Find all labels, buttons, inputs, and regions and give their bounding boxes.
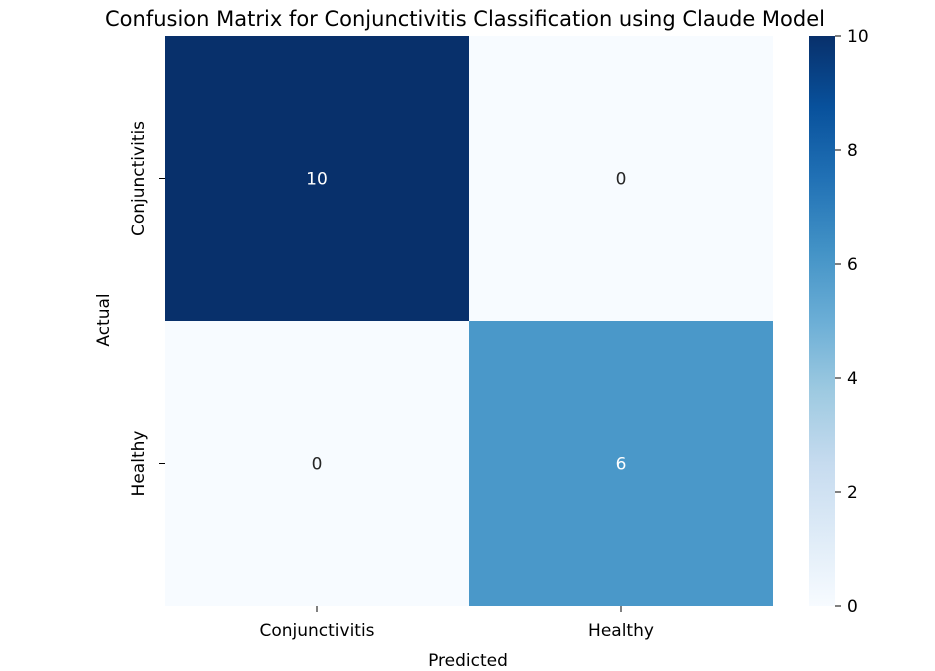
- colorbar-tick-label: 8: [847, 141, 858, 161]
- cell-value-label: 10: [306, 170, 328, 190]
- heatmap-cells: 10 0 0 6: [165, 36, 773, 606]
- x-axis-ticks: Conjunctivitis Healthy: [259, 606, 654, 641]
- colorbar-tick-label: 2: [847, 483, 858, 503]
- y-tick-label: Healthy: [129, 431, 149, 497]
- heatmap-cell: [469, 36, 773, 321]
- y-axis-ticks: Conjunctivitis Healthy: [129, 121, 165, 497]
- x-tick-label: Healthy: [588, 621, 654, 641]
- colorbar: [809, 36, 835, 606]
- cell-value-label: 0: [312, 455, 323, 475]
- heatmap-cell: [165, 321, 469, 606]
- cell-value-label: 0: [616, 170, 627, 190]
- cell-value-label: 6: [616, 455, 627, 475]
- colorbar-tick-label: 4: [847, 369, 858, 389]
- x-axis-label: Predicted: [428, 651, 508, 671]
- colorbar-tick-label: 6: [847, 255, 858, 275]
- colorbar-ticks: 0 2 4 6 8 10: [835, 27, 869, 617]
- heatmap-cell: [469, 321, 773, 606]
- x-tick-label: Conjunctivitis: [259, 621, 374, 641]
- heatmap-cell: [165, 36, 469, 321]
- colorbar-tick-label: 0: [847, 597, 858, 617]
- colorbar-tick-label: 10: [847, 27, 869, 47]
- y-tick-label: Conjunctivitis: [129, 121, 149, 236]
- chart-title: Confusion Matrix for Conjunctivitis Clas…: [105, 7, 825, 31]
- y-axis-label: Actual: [94, 293, 114, 346]
